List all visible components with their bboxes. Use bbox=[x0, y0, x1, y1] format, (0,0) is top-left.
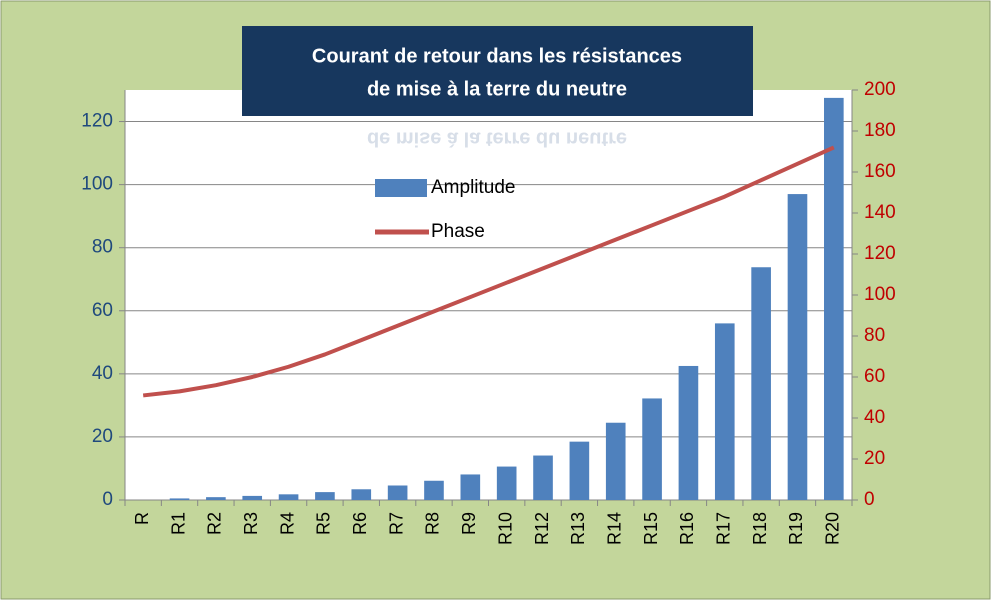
x-tick-label: R18 bbox=[750, 512, 770, 545]
y2-tick-label: 60 bbox=[864, 366, 885, 387]
line bbox=[142, 145, 835, 398]
y2-tick-label: 160 bbox=[864, 161, 896, 182]
y2-tick-label: 40 bbox=[864, 407, 885, 428]
legend-swatch bbox=[375, 179, 427, 197]
y-tick-label: 20 bbox=[92, 426, 113, 447]
x-tick-label: R bbox=[132, 512, 152, 525]
bar bbox=[642, 398, 662, 500]
x-tick-label: R20 bbox=[823, 512, 843, 545]
x-tick-label: R9 bbox=[459, 512, 479, 535]
bar bbox=[678, 365, 699, 500]
bar bbox=[169, 498, 190, 500]
y-tick-label: 100 bbox=[81, 174, 113, 195]
y-tick-label: 120 bbox=[81, 111, 113, 132]
bar bbox=[206, 497, 226, 500]
title-box bbox=[242, 26, 753, 116]
x-tick-label: R5 bbox=[314, 512, 334, 535]
y-tick-label: 40 bbox=[92, 363, 113, 384]
x-tick-label: R4 bbox=[277, 512, 297, 535]
y2-tick-label: 200 bbox=[864, 79, 896, 100]
bar bbox=[533, 455, 553, 500]
y-tick-label: 80 bbox=[92, 237, 113, 258]
bar bbox=[824, 97, 844, 500]
title-reflection: de mise à la terre du neutre bbox=[367, 128, 627, 150]
x-tick-label: R13 bbox=[568, 512, 588, 545]
x-tick-label: R6 bbox=[350, 512, 370, 535]
y2-tick-label: 20 bbox=[864, 448, 885, 469]
y2-tick-label: 180 bbox=[864, 120, 896, 141]
bar bbox=[751, 267, 771, 500]
y2-tick-label: 0 bbox=[864, 489, 875, 510]
x-tick-label: R17 bbox=[714, 512, 734, 545]
x-tick-label: R19 bbox=[786, 512, 806, 545]
bar bbox=[605, 422, 626, 500]
x-tick-label: R1 bbox=[168, 512, 188, 535]
bar bbox=[460, 474, 481, 500]
plot-area bbox=[125, 90, 852, 500]
bar bbox=[496, 466, 517, 500]
y2-tick-label: 120 bbox=[864, 243, 896, 264]
x-tick-label: R2 bbox=[205, 512, 225, 535]
y2-tick-label: 100 bbox=[864, 284, 896, 305]
x-tick-label: R16 bbox=[677, 512, 697, 545]
y-tick-label: 0 bbox=[102, 489, 113, 510]
bar bbox=[387, 485, 408, 500]
x-tick-label: R7 bbox=[386, 512, 406, 535]
bar bbox=[242, 495, 263, 500]
x-tick-label: R3 bbox=[241, 512, 261, 535]
marks: 0 20 40 60 80 100 120 0 20 40 60 80 100 120 140 160 180 2… bbox=[81, 79, 895, 545]
legend-label: Phase bbox=[431, 221, 485, 242]
bar bbox=[351, 489, 372, 500]
bar bbox=[278, 494, 299, 500]
legend-label: Amplitude bbox=[431, 177, 516, 198]
x-tick-label: R10 bbox=[495, 512, 515, 545]
x-tick-label: R12 bbox=[532, 512, 552, 545]
bar bbox=[315, 492, 335, 500]
bar bbox=[569, 441, 590, 500]
chart-title: de mise à la terre du neutre bbox=[367, 78, 627, 100]
y2-tick-label: 140 bbox=[864, 202, 896, 223]
x-tick-label: R8 bbox=[423, 512, 443, 535]
y2-tick-label: 80 bbox=[864, 325, 885, 346]
chart-title: Courant de retour dans les résistances bbox=[312, 45, 682, 67]
y-tick-label: 60 bbox=[92, 300, 113, 321]
x-tick-label: R15 bbox=[641, 512, 661, 545]
x-tick-label: R14 bbox=[604, 512, 624, 545]
bar bbox=[787, 194, 808, 501]
bar bbox=[714, 323, 735, 500]
bar bbox=[424, 480, 444, 500]
